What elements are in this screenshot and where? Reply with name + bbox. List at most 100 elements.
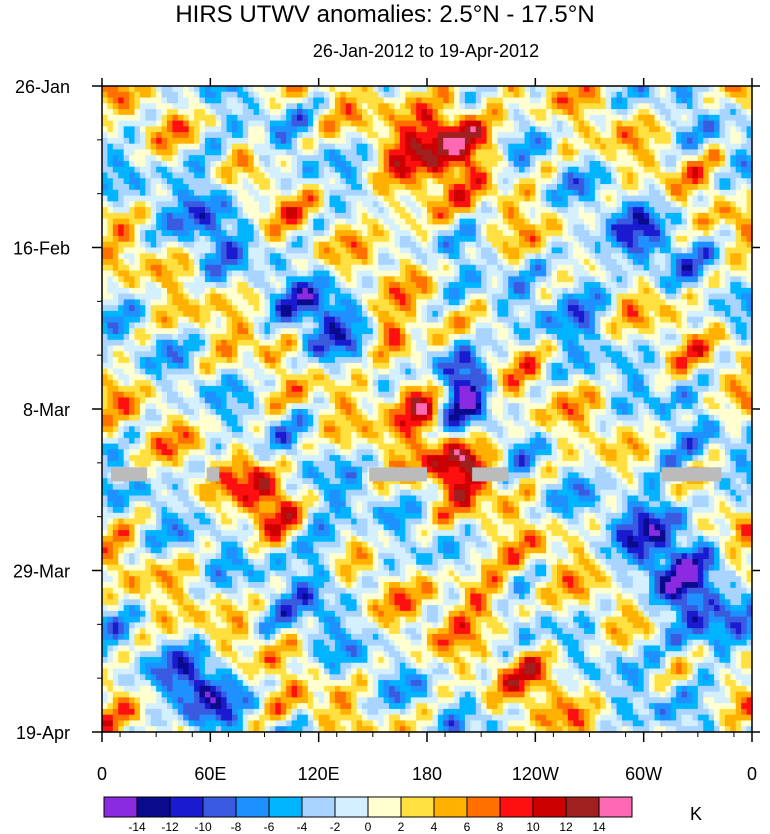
field-cell [692, 224, 699, 231]
field-cell [399, 305, 406, 312]
field-cell [129, 178, 136, 185]
field-cell [318, 149, 325, 156]
field-cell [665, 241, 672, 249]
field-cell [221, 310, 228, 318]
field-cell [112, 103, 119, 110]
field-cell [665, 86, 672, 93]
field-cell [269, 224, 276, 231]
field-cell [172, 259, 179, 266]
field-cell [112, 172, 119, 179]
field-cell [389, 270, 396, 277]
field-cell [199, 299, 206, 306]
field-cell [210, 293, 217, 301]
field-cell [302, 293, 309, 301]
field-cell [481, 270, 488, 277]
field-cell [123, 103, 130, 110]
field-cell [643, 91, 650, 99]
field-cell [334, 310, 341, 318]
field-cell [372, 91, 379, 99]
field-cell [156, 178, 163, 185]
field-cell [107, 230, 114, 237]
field-cell [611, 247, 618, 254]
field-cell [194, 230, 201, 237]
field-cell [221, 178, 228, 185]
field-cell [502, 178, 509, 185]
field-cell [481, 149, 488, 156]
field-cell [475, 264, 482, 272]
field-cell [410, 195, 417, 202]
field-cell [302, 86, 309, 93]
field-cell [307, 305, 314, 312]
field-cell [156, 143, 163, 151]
field-cell [578, 195, 585, 202]
field-cell [459, 126, 466, 133]
field-cell [145, 126, 152, 133]
field-cell [670, 276, 677, 283]
field-cell [454, 166, 461, 174]
field-cell [670, 189, 677, 197]
field-cell [118, 137, 125, 145]
field-cell [421, 207, 428, 214]
field-cell [356, 218, 363, 226]
field-cell [345, 212, 352, 220]
field-cell [102, 91, 109, 99]
field-cell [492, 184, 499, 191]
field-cell [318, 218, 325, 226]
field-cell [622, 282, 629, 289]
field-cell [307, 103, 314, 110]
field-cell [470, 241, 477, 249]
field-cell [302, 282, 309, 289]
field-cell [107, 241, 114, 249]
field-cell [351, 97, 358, 104]
field-cell [237, 126, 244, 133]
field-cell [324, 247, 331, 254]
field-cell [405, 305, 412, 312]
field-cell [708, 91, 715, 99]
field-cell [681, 305, 688, 312]
field-cell [280, 310, 287, 318]
field-cell [454, 114, 461, 122]
field-cell [464, 91, 471, 99]
field-cell [345, 253, 352, 260]
field-cell [622, 230, 629, 237]
field-cell [394, 143, 401, 151]
field-cell [210, 91, 217, 99]
field-cell [584, 166, 591, 174]
field-cell [535, 316, 542, 324]
field-cell [362, 224, 369, 231]
field-cell [383, 103, 390, 110]
field-cell [221, 143, 228, 151]
field-cell [719, 241, 726, 249]
field-cell [578, 305, 585, 312]
field-cell [188, 299, 195, 306]
field-cell [681, 143, 688, 151]
field-cell [643, 86, 650, 93]
field-cell [616, 287, 623, 295]
field-cell [508, 224, 515, 231]
field-cell [735, 109, 742, 116]
field-cell [665, 178, 672, 185]
field-cell [687, 109, 694, 116]
field-cell [730, 86, 737, 93]
field-cell [302, 253, 309, 260]
field-cell [681, 189, 688, 197]
field-cell [681, 126, 688, 133]
field-cell [112, 143, 119, 151]
field-cell [367, 91, 374, 99]
field-cell [676, 132, 683, 139]
field-cell [378, 86, 385, 93]
field-cell [139, 224, 146, 231]
field-cell [535, 270, 542, 277]
field-cell [183, 109, 190, 116]
field-cell [334, 207, 341, 214]
field-cell [253, 172, 260, 179]
field-cell [584, 172, 591, 179]
field-cell [681, 276, 688, 283]
field-cell [356, 287, 363, 295]
field-cell [670, 293, 677, 301]
field-cell [199, 247, 206, 254]
field-cell [741, 310, 748, 318]
field-cell [318, 224, 325, 231]
field-cell [372, 109, 379, 116]
field-cell [448, 224, 455, 231]
